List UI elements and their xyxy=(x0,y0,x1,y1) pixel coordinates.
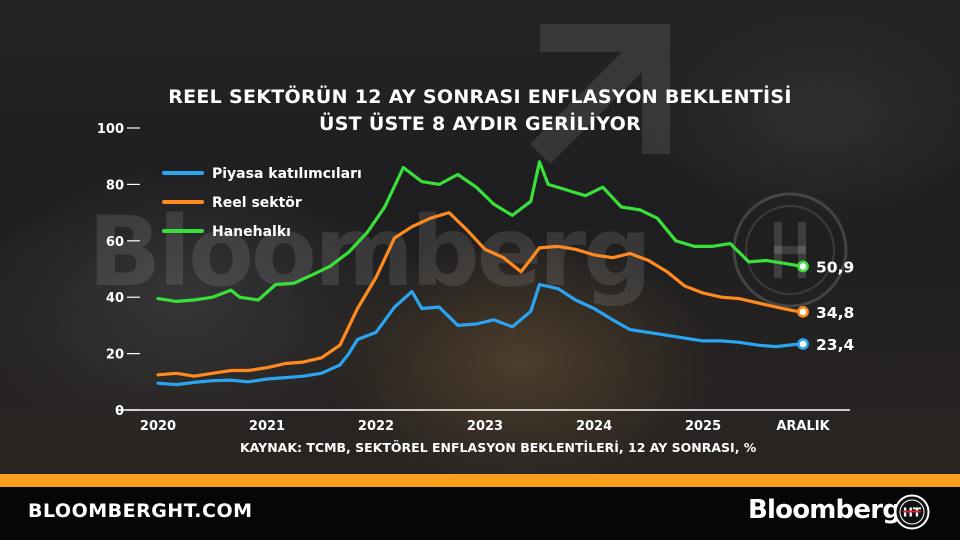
series-line-piyasa xyxy=(156,282,805,387)
ht-seal-watermark-icon xyxy=(732,192,848,308)
footer-bar xyxy=(0,487,960,540)
legend-label-reel: Reel sektör xyxy=(212,195,302,211)
data-label-reel: 34,8 xyxy=(816,304,854,322)
site-url[interactable]: BLOOMBERGHT.COM xyxy=(28,500,253,522)
legend-label-hane: Hanehalkı xyxy=(212,224,291,240)
end-point-hane xyxy=(797,260,809,273)
y-tick-label: 0 xyxy=(115,404,124,419)
ht-logo-icon: HT xyxy=(894,494,930,530)
y-tick-label: 20 xyxy=(106,348,124,363)
x-tick-label: 2024 xyxy=(576,419,612,434)
y-tick-label: 60 xyxy=(106,235,124,250)
legend-label-piyasa: Piyasa katılımcıları xyxy=(212,166,362,182)
series-line-hane xyxy=(156,160,805,303)
x-tick-label: 2025 xyxy=(685,419,721,434)
accent-bar xyxy=(0,474,960,487)
arrow-up-right-icon xyxy=(530,24,670,164)
x-tick-label: 2021 xyxy=(249,419,285,434)
y-tick-label: 100 xyxy=(97,122,124,137)
chart-title: REEL SEKTÖRÜN 12 AY SONRASI ENFLASYON BE… xyxy=(130,84,830,138)
x-tick-label: 2022 xyxy=(358,419,394,434)
end-point-piyasa xyxy=(797,338,809,350)
end-point-reel xyxy=(797,305,809,318)
bloomberg-logo: Bloomberg xyxy=(748,495,901,525)
series-line-reel xyxy=(156,211,805,378)
data-label-hane: 50,9 xyxy=(816,258,854,276)
data-label-piyasa: 23,4 xyxy=(816,336,854,354)
x-tick-label: ARALIK xyxy=(776,419,830,434)
chart-title-line-2: ÜST ÜSTE 8 AYDIR GERİLİYOR xyxy=(318,113,642,135)
x-tick-label: 2020 xyxy=(140,419,176,434)
y-tick-label: 40 xyxy=(106,291,124,306)
source-note: KAYNAK: TCMB, SEKTÖREL ENFLASYON BEKLENT… xyxy=(240,440,757,455)
x-tick-label: 2023 xyxy=(467,419,503,434)
line-chart: 0 20 40 60 80 100 2020 2021 2022 2023 2024 2025 ARAL… xyxy=(97,122,855,434)
chart-title-line-1: REEL SEKTÖRÜN 12 AY SONRASI ENFLASYON BE… xyxy=(168,86,792,108)
background-photo xyxy=(0,0,960,474)
y-tick-label: 80 xyxy=(106,178,124,193)
